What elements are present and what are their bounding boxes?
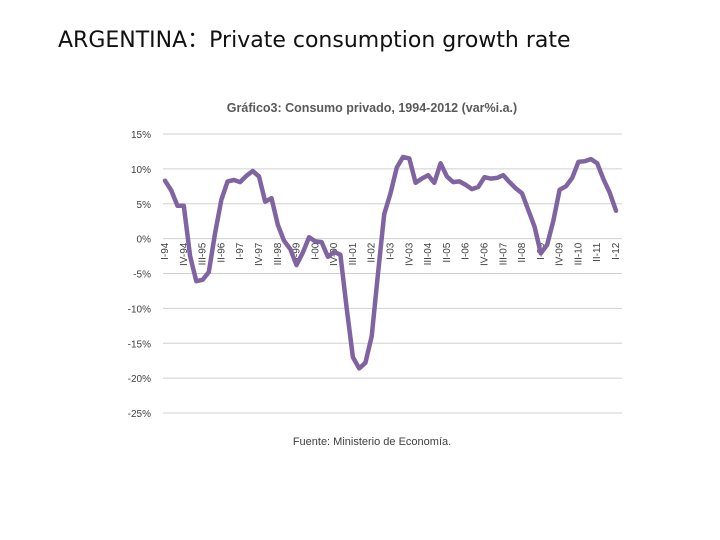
y-tick-label: 0% <box>137 235 152 246</box>
x-tick-label: III-98 <box>273 242 284 265</box>
x-tick-label: I-94 <box>160 242 171 260</box>
x-axis-ticks: I-94 IV-94 III-95 II-96 I-97 IV-97 III-98 II-99… <box>160 242 622 266</box>
x-tick-label: II-99 <box>292 242 303 262</box>
x-tick-label: IV-97 <box>254 242 265 266</box>
series-line-consumo-privado <box>162 154 619 371</box>
x-tick-label: III-01 <box>348 242 359 265</box>
chart-source-note: Fuente: Ministerio de Economía. <box>293 436 451 448</box>
y-tick-label: -10% <box>128 304 151 315</box>
y-axis-ticks: 15% 10% 5% 0% -5% -10% -15% -20% -25% <box>128 130 151 420</box>
x-tick-label: I-03 <box>386 242 397 260</box>
y-tick-label: -5% <box>133 270 151 281</box>
y-tick-label: 10% <box>131 165 151 176</box>
y-tick-label: -20% <box>128 374 151 385</box>
gridlines <box>163 133 622 414</box>
x-tick-label: III-95 <box>198 242 209 265</box>
x-tick-label: III-07 <box>498 242 509 265</box>
x-tick-label: I-06 <box>461 242 472 260</box>
x-tick-label: IV-03 <box>404 242 415 266</box>
x-tick-label: III-10 <box>573 242 584 265</box>
x-tick-label: II-11 <box>592 242 603 262</box>
y-tick-label: -15% <box>128 339 151 350</box>
y-tick-label: 5% <box>137 200 152 211</box>
x-tick-label: I-00 <box>310 242 321 260</box>
y-tick-label: 15% <box>131 130 151 141</box>
x-tick-label: II-02 <box>367 242 378 262</box>
x-tick-label: II-08 <box>517 242 528 262</box>
x-tick-label: I-12 <box>611 242 622 260</box>
chart-title: Gráfico3: Consumo privado, 1994-2012 (va… <box>227 101 517 115</box>
x-tick-label: IV-09 <box>555 242 566 266</box>
x-tick-label: I-97 <box>235 242 246 260</box>
x-tick-label: III-04 <box>423 242 434 265</box>
y-tick-label: -25% <box>128 409 151 420</box>
x-tick-label: IV-94 <box>179 242 190 266</box>
series-layer <box>162 154 619 371</box>
x-tick-label: II-96 <box>216 242 227 262</box>
slide-title: ARGENTINA：Private consumption growth rat… <box>58 28 571 53</box>
x-tick-label: II-05 <box>442 242 453 262</box>
x-tick-label: IV-06 <box>479 242 490 266</box>
